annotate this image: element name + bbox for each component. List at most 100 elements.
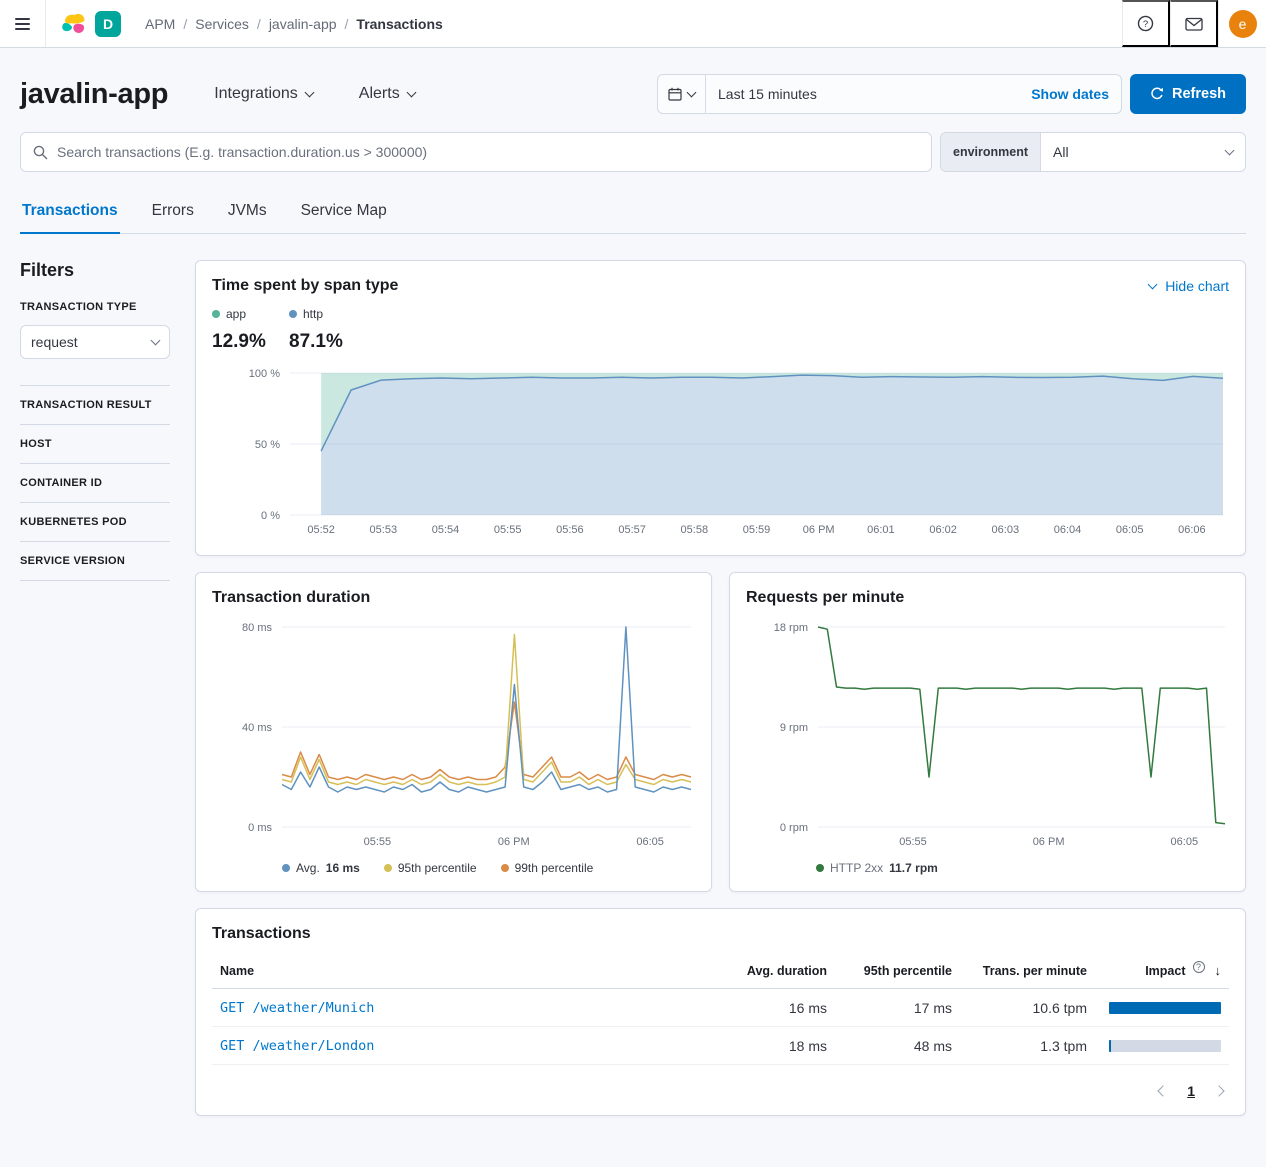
alerts-menu[interactable]: Alerts bbox=[358, 85, 417, 103]
search-transactions-input[interactable] bbox=[57, 144, 919, 160]
transaction-duration-panel: Transaction duration 80 ms 40 ms 0 ms 05:55… bbox=[195, 572, 712, 892]
page-body: javalin-app Integrations Alerts bbox=[0, 74, 1266, 1132]
legend-dot-avg bbox=[282, 864, 290, 872]
svg-text:06:05: 06:05 bbox=[1116, 524, 1144, 536]
p95-value: 17 ms bbox=[913, 999, 952, 1016]
column-header-impact[interactable]: Impact ? ↓ bbox=[1145, 960, 1222, 978]
newsfeed-button[interactable] bbox=[1170, 0, 1218, 47]
filter-sections: TRANSACTION RESULT HOST CONTAINER ID KUB… bbox=[20, 385, 170, 581]
transaction-link[interactable]: GET /weather/Munich bbox=[220, 1000, 375, 1016]
elastic-logo[interactable] bbox=[46, 0, 95, 47]
tab-errors[interactable]: Errors bbox=[151, 202, 194, 219]
transaction-duration-legend: Avg. 16 ms 95th percentile 99th percenti… bbox=[282, 861, 695, 875]
span-type-panel-title: Time spent by span type bbox=[212, 277, 399, 294]
help-button[interactable]: ? bbox=[1122, 0, 1170, 47]
svg-text:0 %: 0 % bbox=[261, 510, 280, 522]
quick-select-button[interactable] bbox=[658, 75, 706, 113]
requests-per-minute-title: Requests per minute bbox=[746, 589, 905, 606]
alerts-label: Alerts bbox=[358, 85, 400, 102]
span-type-legend: app 12.9% http 87.1% bbox=[212, 307, 1229, 353]
pagination: 1 bbox=[212, 1083, 1229, 1099]
transaction-type-select[interactable]: request bbox=[20, 325, 170, 359]
breadcrumb-separator: / bbox=[344, 15, 349, 32]
impact-help-icon[interactable]: ? bbox=[1192, 960, 1205, 973]
tab-service-map[interactable]: Service Map bbox=[300, 202, 387, 219]
refresh-button[interactable]: Refresh bbox=[1130, 74, 1246, 114]
page-number-1[interactable]: 1 bbox=[1187, 1083, 1195, 1099]
show-dates-link[interactable]: Show dates bbox=[1031, 86, 1109, 102]
transactions-table-title: Transactions bbox=[212, 925, 311, 942]
svg-text:05:54: 05:54 bbox=[432, 524, 460, 536]
table-row: GET /weather/Munich 16 ms 17 ms 10.6 tpm bbox=[212, 989, 1229, 1027]
svg-text:05:53: 05:53 bbox=[370, 524, 398, 536]
svg-text:05:52: 05:52 bbox=[307, 524, 335, 536]
hide-chart-label: Hide chart bbox=[1165, 278, 1229, 294]
next-page-button[interactable] bbox=[1213, 1085, 1225, 1097]
sort-descending-icon[interactable]: ↓ bbox=[1214, 963, 1222, 978]
help-icon: ? bbox=[1137, 15, 1154, 32]
transaction-duration-title: Transaction duration bbox=[212, 589, 371, 606]
legend-dot-http bbox=[289, 310, 297, 318]
transaction-type-value: request bbox=[31, 334, 78, 350]
menu-button[interactable] bbox=[0, 0, 46, 47]
svg-text:05:59: 05:59 bbox=[743, 524, 771, 536]
impact-bar bbox=[1109, 1001, 1221, 1014]
envelope-icon bbox=[1184, 17, 1203, 31]
environment-select[interactable]: All bbox=[1041, 133, 1245, 171]
svg-text:50 %: 50 % bbox=[255, 439, 280, 451]
column-header-95th-percentile[interactable]: 95th percentile bbox=[863, 963, 952, 978]
column-header-name[interactable]: Name bbox=[220, 963, 255, 978]
breadcrumb-item-service[interactable]: javalin-app bbox=[268, 15, 337, 32]
breadcrumb-item-apm[interactable]: APM bbox=[145, 15, 176, 32]
svg-text:05:58: 05:58 bbox=[681, 524, 709, 536]
legend-item-avg: Avg. 16 ms bbox=[282, 861, 360, 875]
svg-text:80 ms: 80 ms bbox=[242, 622, 272, 634]
span-type-panel: Time spent by span type Hide chart app 1… bbox=[195, 260, 1246, 556]
hide-chart-link[interactable]: Hide chart bbox=[1147, 278, 1229, 294]
integrations-label: Integrations bbox=[214, 85, 298, 102]
search-box bbox=[20, 132, 932, 172]
transaction-duration-chart: 80 ms 40 ms 0 ms 05:55 06 PM 06:05 bbox=[242, 622, 692, 848]
legend-dot-95th bbox=[383, 864, 392, 872]
tpm-value: 10.6 tpm bbox=[1032, 999, 1087, 1016]
filter-section-service-version[interactable]: SERVICE VERSION bbox=[20, 541, 170, 581]
hamburger-icon bbox=[15, 15, 30, 33]
search-row: environment All bbox=[20, 132, 1246, 172]
charts-row: Transaction duration 80 ms 40 ms 0 ms 05:55… bbox=[195, 572, 1246, 892]
topbar: D APM / Services / javalin-app / Transac… bbox=[0, 0, 1266, 48]
transaction-type-label: TRANSACTION TYPE bbox=[20, 301, 137, 313]
column-header-trans-per-minute[interactable]: Trans. per minute bbox=[982, 963, 1087, 978]
filter-section-kubernetes-pod[interactable]: KUBERNETES POD bbox=[20, 502, 170, 541]
content: Filters TRANSACTION TYPE request TRANSAC… bbox=[20, 260, 1246, 1116]
svg-text:100 %: 100 % bbox=[249, 368, 280, 380]
user-menu[interactable]: e bbox=[1218, 0, 1266, 47]
previous-page-button[interactable] bbox=[1157, 1085, 1169, 1097]
column-header-avg-duration[interactable]: Avg. duration bbox=[746, 963, 827, 978]
legend-item-95th: 95th percentile bbox=[383, 861, 477, 875]
chevron-down-icon bbox=[150, 335, 161, 345]
tab-transactions[interactable]: Transactions bbox=[20, 192, 120, 234]
transactions-table-panel: Transactions Name Avg. duration 95th per… bbox=[195, 908, 1246, 1116]
filter-section-transaction-result[interactable]: TRANSACTION RESULT bbox=[20, 385, 170, 424]
svg-text:05:55: 05:55 bbox=[494, 524, 522, 536]
date-picker: Last 15 minutes Show dates bbox=[657, 74, 1122, 114]
legend-item-app: app bbox=[212, 307, 289, 321]
filter-section-container-id[interactable]: CONTAINER ID bbox=[20, 463, 170, 502]
svg-text:06:06: 06:06 bbox=[1178, 524, 1206, 536]
svg-text:40 ms: 40 ms bbox=[242, 722, 272, 734]
p95-value: 48 ms bbox=[913, 1037, 952, 1054]
transaction-link[interactable]: GET /weather/London bbox=[220, 1038, 375, 1054]
legend-dot-99th bbox=[500, 864, 509, 872]
tab-jvms[interactable]: JVMs bbox=[227, 202, 267, 219]
svg-text:06:04: 06:04 bbox=[1054, 524, 1082, 536]
integrations-menu[interactable]: Integrations bbox=[214, 85, 315, 103]
breadcrumb-item-services[interactable]: Services bbox=[195, 15, 249, 32]
chevron-down-icon bbox=[406, 87, 417, 97]
time-range-value[interactable]: Last 15 minutes bbox=[718, 86, 817, 102]
table-header-row: Name Avg. duration 95th percentile Trans… bbox=[212, 957, 1229, 989]
transactions-table: Name Avg. duration 95th percentile Trans… bbox=[212, 957, 1229, 1065]
deployment-badge[interactable]: D bbox=[95, 10, 121, 37]
filter-section-host[interactable]: HOST bbox=[20, 424, 170, 463]
elastic-logo-icon bbox=[62, 13, 85, 33]
svg-text:06:05: 06:05 bbox=[636, 836, 664, 848]
